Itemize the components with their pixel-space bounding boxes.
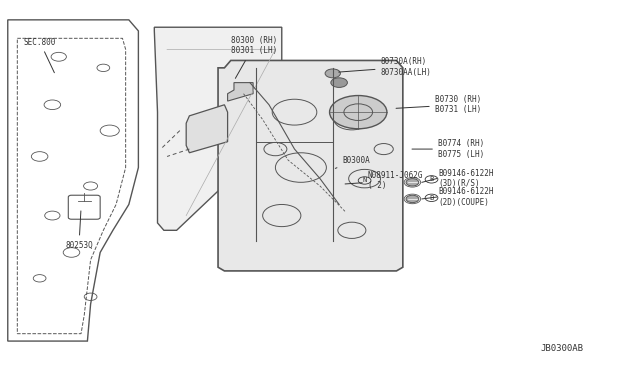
Text: N08911-J062G
( 2): N08911-J062G ( 2) — [345, 171, 423, 190]
Circle shape — [330, 96, 387, 129]
Circle shape — [325, 69, 340, 78]
Circle shape — [406, 195, 419, 203]
Text: 80300 (RH)
80301 (LH): 80300 (RH) 80301 (LH) — [231, 36, 277, 78]
Polygon shape — [228, 83, 253, 101]
Text: B0774 (RH)
B0775 (LH): B0774 (RH) B0775 (LH) — [412, 140, 484, 159]
Text: B: B — [429, 195, 433, 201]
Text: B0730 (RH)
B0731 (LH): B0730 (RH) B0731 (LH) — [396, 95, 481, 115]
Polygon shape — [154, 27, 282, 230]
Text: SEC.800: SEC.800 — [24, 38, 56, 73]
Text: B: B — [429, 176, 433, 182]
Circle shape — [406, 179, 419, 186]
Circle shape — [331, 78, 348, 87]
Text: 80730A(RH)
80730AA(LH): 80730A(RH) 80730AA(LH) — [339, 57, 431, 77]
Polygon shape — [218, 61, 403, 271]
Text: 80253Q: 80253Q — [65, 211, 93, 250]
Text: B09146-6122H
(3D)(R/S): B09146-6122H (3D)(R/S) — [438, 169, 493, 188]
Text: B09146-6122H
(2D)(COUPE): B09146-6122H (2D)(COUPE) — [438, 187, 493, 207]
Text: N: N — [362, 177, 367, 183]
Text: B0300A: B0300A — [335, 155, 370, 169]
Text: JB0300AB: JB0300AB — [541, 344, 584, 353]
Polygon shape — [186, 105, 228, 153]
